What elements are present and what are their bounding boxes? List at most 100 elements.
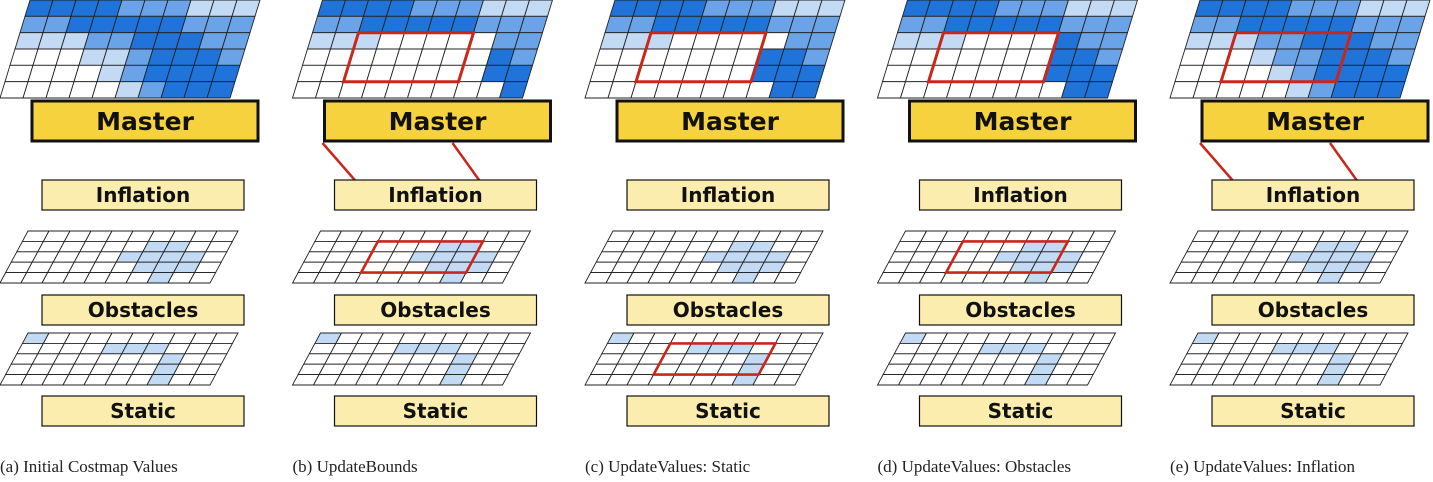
obstacles-update-region (358, 240, 486, 274)
master-update-region (633, 31, 769, 84)
static-label: Static (1280, 399, 1346, 423)
grid-cell (211, 64, 241, 83)
obstacles-label: Obstacles (88, 298, 198, 322)
static-label: Static (695, 399, 761, 423)
grid-cell (1401, 0, 1431, 17)
grid-cell (1103, 15, 1134, 34)
panel-caption: (a) Initial Costmap Values (0, 457, 178, 476)
obstacles-label: Obstacles (965, 298, 1075, 322)
grid-cell (1093, 48, 1124, 66)
grid-cell (1358, 272, 1387, 284)
master-label-box (323, 99, 552, 143)
inflation-label-box (626, 179, 830, 211)
grid-cell (1386, 48, 1416, 66)
grid-cell (216, 48, 246, 66)
static-label: Static (110, 399, 176, 423)
grid-cell (480, 374, 509, 386)
obstacles-grid (291, 332, 532, 386)
grid-cell (1381, 64, 1411, 83)
panel-caption: (e) UpdateValues: Inflation (1170, 457, 1356, 476)
panel-caption: (b) UpdateBounds (293, 457, 418, 476)
master-grid (1169, 0, 1431, 99)
static-label-box (626, 395, 830, 427)
master-grid (0, 0, 261, 99)
grid-cell (523, 0, 553, 17)
grid-cell (773, 272, 802, 284)
obstacles-label: Obstacles (1258, 298, 1368, 322)
master-label: Master (681, 107, 780, 136)
inflation-label: Inflation (96, 183, 190, 207)
panel-a: Master Inflation Obstacles Static (a) Initia… (0, 0, 261, 476)
inflation-grid (584, 230, 824, 284)
master-label-box (1200, 99, 1430, 143)
grid-cell (796, 64, 826, 83)
grid-cell (1391, 32, 1421, 50)
panel-e: Master Inflation Obstacles Static (e) Update… (1169, 0, 1431, 476)
grid-cell (801, 48, 831, 66)
grid-cell (206, 81, 236, 99)
grid-cell (1358, 374, 1387, 386)
master-label: Master (974, 107, 1073, 136)
obstacles-label-box (626, 294, 830, 326)
obstacles-label-box (918, 294, 1123, 326)
inflation-label-box (918, 179, 1123, 211)
inflation-grid (0, 230, 239, 284)
grid-cell (188, 272, 217, 284)
grid-cell (518, 15, 549, 34)
master-grid (291, 0, 553, 99)
grid-cell (1396, 15, 1426, 34)
master-update-region (341, 31, 476, 84)
grid-cell (1376, 81, 1406, 99)
panel-caption: (d) UpdateValues: Obstacles (878, 457, 1072, 476)
static-label-box (1211, 395, 1415, 427)
grid-cell (773, 374, 802, 386)
inflation-grid (291, 230, 532, 284)
panel-b: Master Inflation Obstacles Static (b) Update… (291, 0, 553, 476)
static-label-box (333, 395, 538, 427)
grid-cell (498, 81, 529, 99)
inflation-grid (876, 230, 1117, 284)
static-label-box (41, 395, 245, 427)
inflation-label-box (333, 179, 538, 211)
obstacles-grid (0, 332, 239, 386)
master-grid (876, 0, 1138, 99)
master-label: Master (1266, 107, 1365, 136)
panel-d: Master Inflation Obstacles Static (d) Update… (876, 0, 1138, 476)
inflation-grid (1169, 230, 1409, 284)
bounds-connector (1199, 142, 1361, 184)
grid-cell (806, 32, 836, 50)
grid-cell (221, 32, 251, 50)
grid-cell (811, 15, 841, 34)
static-label: Static (988, 399, 1054, 423)
obstacles-label: Obstacles (380, 298, 490, 322)
grid-cell (508, 48, 539, 66)
grid-cell (231, 0, 261, 17)
static-label: Static (403, 399, 469, 423)
obstacles-grid (584, 332, 824, 386)
grid-cell (503, 64, 534, 83)
obstacles-label-box (333, 294, 538, 326)
panel-caption: (c) UpdateValues: Static (585, 457, 751, 476)
master-label-box (908, 99, 1137, 143)
master-label: Master (389, 107, 488, 136)
obstacles-update-region (943, 240, 1071, 274)
grid-cell (513, 32, 544, 50)
grid-cell (791, 81, 821, 99)
obstacles-grid (876, 332, 1117, 386)
panel-c: Master Inflation Obstacles Static (c) Update… (584, 0, 846, 476)
static-label-box (918, 395, 1123, 427)
grid-cell (1098, 32, 1129, 50)
inflation-label-box (41, 179, 245, 211)
master-label-box (30, 99, 260, 143)
grid-cell (1088, 64, 1119, 83)
master-update-region (1218, 31, 1354, 84)
grid-cell (1065, 272, 1094, 284)
grid-cell (480, 272, 509, 284)
obstacles-grid (1169, 332, 1409, 386)
master-label-box (615, 99, 845, 143)
inflation-label: Inflation (973, 183, 1067, 207)
inflation-label-box (1211, 179, 1415, 211)
grid-cell (188, 374, 217, 386)
bounds-connector (321, 142, 483, 184)
